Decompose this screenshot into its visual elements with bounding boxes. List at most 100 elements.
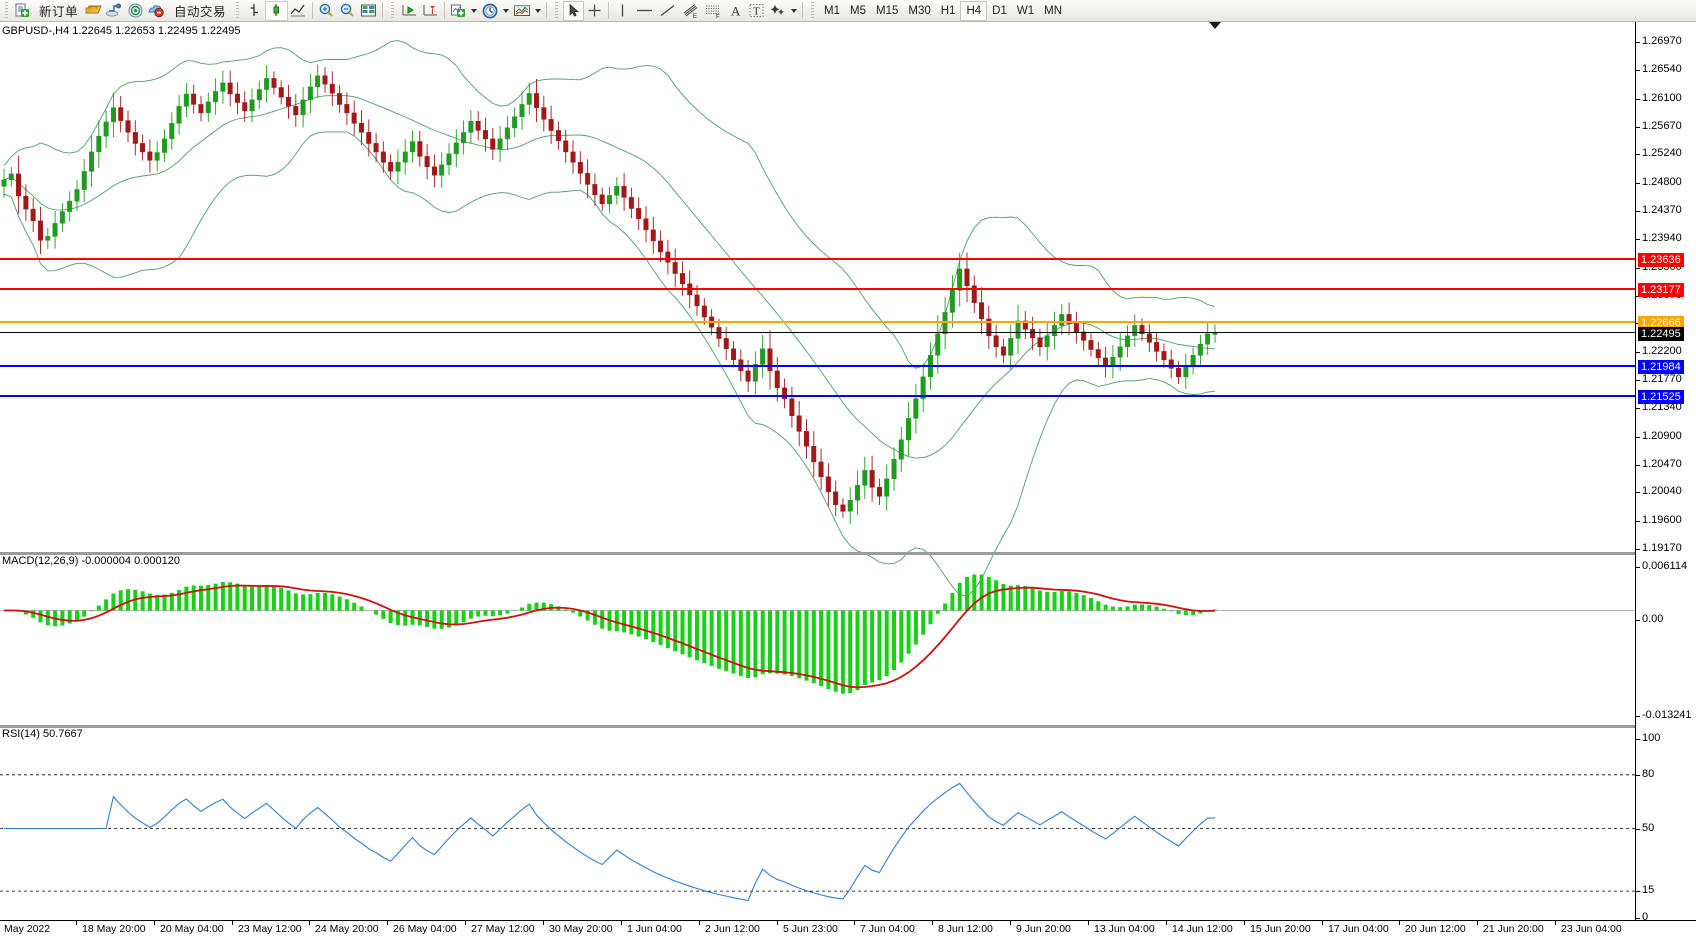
timeframe-mn[interactable]: MN [1044, 4, 1062, 17]
templates-dropdown-icon[interactable] [535, 8, 542, 13]
fibonacci-icon[interactable]: F [702, 1, 725, 21]
line-chart-icon[interactable] [288, 1, 309, 21]
text-label-icon[interactable]: T [746, 1, 767, 21]
price-badge-pivot[interactable]: 1.22666 [1638, 315, 1684, 330]
crosshair-icon[interactable] [584, 1, 605, 21]
signals-icon[interactable] [125, 1, 146, 21]
indicators-icon[interactable] [448, 1, 469, 21]
autotrading-icon[interactable] [146, 1, 167, 21]
timeframe-w1[interactable]: W1 [1016, 4, 1035, 17]
chart-workspace[interactable]: GBPUSD-,H4 1.22645 1.22653 1.22495 1.224… [0, 22, 1696, 936]
data-window-icon[interactable] [358, 1, 379, 21]
price-axis-tick [1636, 436, 1640, 438]
time-axis-label: 14 Jun 12:00 [1172, 923, 1233, 935]
rsi-axis-label: 0 [1642, 911, 1649, 923]
templates-icon[interactable] [511, 1, 533, 21]
chart-canvas[interactable] [0, 22, 1696, 936]
time-axis-tick [854, 921, 855, 925]
toolbar-separator-1 [312, 2, 314, 19]
time-axis-label: 5 Jun 23:00 [783, 923, 838, 935]
time-axis-tick [1010, 921, 1011, 925]
price-badge-last-price[interactable]: 1.22495 [1638, 326, 1684, 341]
auto-scroll-icon[interactable] [399, 1, 420, 21]
macd-panel-divider[interactable] [0, 552, 1635, 555]
timeframe-m15[interactable]: M15 [876, 4, 899, 17]
zoom-in-icon[interactable] [316, 1, 337, 21]
price-axis-tick [1636, 549, 1640, 550]
bollinger-mid-band [3, 95, 1216, 459]
rsi-axis-label: 100 [1642, 732, 1661, 744]
price-line-support-2[interactable] [0, 394, 1635, 397]
price-badge-resistance-1[interactable]: 1.23177 [1638, 282, 1684, 297]
rsi-axis-label: 15 [1642, 884, 1655, 897]
chart-shift-icon[interactable] [420, 1, 441, 21]
cursor-icon[interactable] [563, 0, 585, 21]
rsi-axis-tick [1636, 739, 1640, 740]
autotrading-button[interactable]: 自动交易 [167, 1, 231, 21]
rsi-axis-label: 50 [1642, 821, 1655, 834]
candlestick-icon[interactable] [265, 0, 289, 21]
price-axis-tick [1636, 154, 1640, 156]
rsi-panel-divider[interactable] [0, 725, 1635, 728]
toolbar-grip[interactable] [3, 1, 10, 20]
text-icon[interactable]: A [725, 1, 746, 21]
main-toolbar: 新订单 自动交易 [0, 0, 1696, 22]
chart-plot-svg[interactable] [0, 22, 1635, 936]
new-order-button[interactable]: 新订单 [32, 1, 83, 21]
period-icon[interactable] [479, 1, 501, 21]
zoom-out-icon[interactable] [337, 1, 358, 21]
toolbar-grip-2[interactable] [234, 1, 242, 20]
timeframe-m30[interactable]: M30 [908, 4, 931, 17]
price-badge-support-2[interactable]: 1.21525 [1638, 389, 1684, 404]
rsi-axis-tick [1636, 918, 1640, 919]
time-axis[interactable]: May 2022 18 May 20:00 20 May 04:00 23 May 1… [0, 920, 1696, 936]
toolbar-grip-3[interactable] [389, 1, 397, 20]
period-dropdown-icon[interactable] [503, 8, 510, 13]
price-axis[interactable]: 1.26970 1.26540 1.26100 1.25670 1.25240 1.248… [1635, 22, 1696, 936]
indicators-dropdown-icon[interactable] [471, 8, 478, 13]
time-axis-tick [154, 921, 155, 925]
trendline-icon[interactable] [656, 1, 679, 21]
new-order-icon[interactable] [13, 1, 32, 21]
price-axis-tick [1636, 267, 1640, 269]
vertical-line-icon[interactable] [612, 1, 633, 21]
objects-dropdown-icon[interactable] [791, 8, 798, 13]
time-axis-label: 20 May 04:00 [160, 923, 224, 935]
toolbar-grip-5[interactable] [809, 1, 817, 20]
rsi-axis-tick [1636, 828, 1640, 830]
time-axis-tick [387, 921, 388, 925]
price-badge-support-1[interactable]: 1.21984 [1638, 360, 1684, 375]
timeframe-d1[interactable]: D1 [992, 4, 1007, 17]
time-axis-tick [1322, 921, 1323, 925]
price-line-last-price[interactable] [0, 331, 1635, 333]
objects-icon[interactable] [767, 1, 789, 21]
price-axis-tick [1636, 380, 1640, 381]
price-line-pivot[interactable] [0, 320, 1635, 323]
time-axis-tick [232, 921, 233, 925]
price-axis-label: 1.23940 [1642, 231, 1682, 244]
rsi-axis-tick [1636, 891, 1640, 893]
price-axis-label: 1.26100 [1642, 91, 1682, 104]
macd-axis-label: 0.00 [1642, 613, 1664, 625]
time-axis-label: 7 Jun 04:00 [860, 923, 915, 935]
timeframe-m5[interactable]: M5 [850, 4, 866, 17]
time-axis-label: 8 Jun 12:00 [938, 923, 993, 935]
bar-chart-icon[interactable] [244, 1, 265, 21]
price-badge-resistance-2[interactable]: 1.23636 [1638, 252, 1684, 267]
price-axis-label: 1.24370 [1642, 204, 1682, 216]
price-line-resistance-2[interactable] [0, 257, 1635, 260]
profile-icon[interactable] [104, 1, 125, 21]
price-axis-tick [1636, 42, 1640, 43]
timeframe-h4[interactable]: H4 [960, 0, 988, 21]
timeframe-h1[interactable]: H1 [940, 4, 956, 17]
toolbar-grip-4[interactable] [553, 1, 561, 20]
equidistant-channel-icon[interactable]: E [679, 1, 702, 21]
price-line-resistance-1[interactable] [0, 287, 1635, 290]
horizontal-line-icon[interactable] [633, 1, 656, 21]
timeframe-group: M1 M5 M15 M30 H1 H4 D1 W1 MN [819, 0, 1067, 21]
timeframe-m1[interactable]: M1 [824, 4, 841, 17]
folder-icon[interactable] [83, 1, 104, 21]
chart-scroll-marker[interactable] [1209, 22, 1221, 29]
price-line-support-1[interactable] [0, 365, 1635, 368]
price-axis-label: 1.19170 [1642, 542, 1682, 554]
